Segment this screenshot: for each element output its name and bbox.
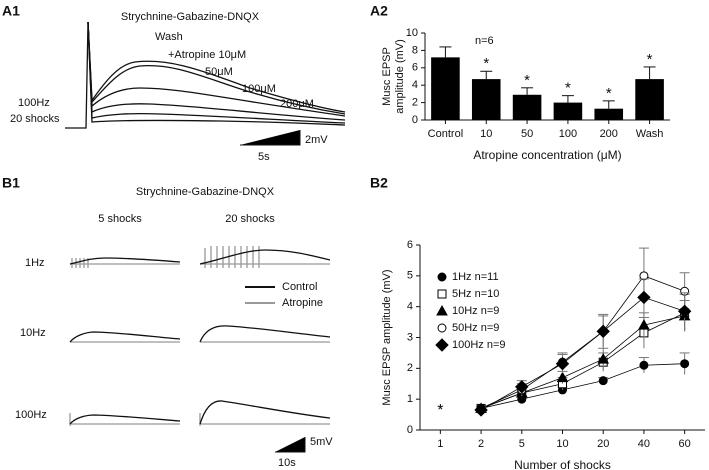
marker — [515, 380, 529, 394]
marker — [436, 304, 448, 316]
bar — [635, 79, 664, 120]
significance: * — [565, 80, 571, 97]
x-tick-label: 20 — [597, 438, 609, 450]
bar — [431, 57, 460, 120]
marker — [437, 323, 447, 333]
x-tick-label: 50 — [521, 128, 533, 140]
x-tick-label: Control — [428, 128, 463, 140]
marker — [437, 289, 447, 299]
x-tick-label: 10 — [480, 128, 492, 140]
row-label: 10Hz — [20, 327, 46, 339]
marker — [598, 376, 608, 386]
significance: * — [483, 55, 489, 72]
x-tick-label: 200 — [600, 128, 618, 140]
scale-label: 5mV — [310, 436, 333, 448]
series-line — [480, 312, 685, 409]
y-axis-label: amplitude (mV) — [394, 39, 406, 114]
legend-label: 50Hz n=9 — [452, 322, 499, 334]
y-tick-label: 2 — [412, 97, 418, 109]
trace-label: 50μM — [205, 66, 233, 78]
panel-label: A2 — [370, 3, 388, 19]
legend-label: 1Hz n=11 — [452, 271, 499, 283]
y-tick-label: 0 — [407, 424, 413, 436]
y-tick-label: 10 — [406, 27, 418, 39]
marker — [639, 360, 649, 370]
series-line — [480, 296, 685, 411]
bar — [512, 94, 542, 120]
y-tick-label: 8 — [412, 44, 418, 56]
column-label: 5 shocks — [98, 213, 142, 225]
series-line — [480, 363, 685, 409]
marker — [596, 324, 610, 339]
x-tick-label: 10 — [556, 438, 568, 450]
bar — [553, 102, 583, 120]
marker — [680, 359, 690, 369]
row-label: 100Hz — [15, 409, 47, 421]
marker — [474, 403, 488, 417]
legend-label: 10Hz n=9 — [452, 305, 499, 317]
marker — [637, 290, 651, 305]
marker — [435, 338, 449, 352]
x-tick-label: 1 — [437, 438, 443, 450]
scale-label: 2mV — [305, 134, 328, 146]
legend-label: Control — [282, 281, 317, 293]
b1-title: Strychnine-Gabazine-DNQX — [136, 186, 275, 198]
y-tick-label: 6 — [412, 62, 418, 74]
x-axis-label: Number of shocks — [514, 458, 611, 470]
annotation: n=6 — [475, 35, 494, 47]
marker — [437, 272, 447, 282]
marker — [556, 371, 569, 383]
trace-label: 200μM — [280, 98, 314, 110]
x-tick-label: 40 — [638, 438, 650, 450]
significance: * — [606, 85, 612, 102]
significance: * — [524, 72, 530, 89]
x-tick-label: 60 — [679, 438, 691, 450]
marker — [677, 304, 692, 318]
series-line — [480, 315, 685, 409]
y-tick-label: 2 — [407, 362, 413, 374]
y-tick-label: 3 — [407, 331, 413, 343]
stim-label: 100Hz — [18, 97, 50, 109]
trace-label: +Atropine 10μM — [168, 49, 246, 61]
panel-label: B2 — [370, 175, 388, 191]
x-axis-label: Atropine concentration (μM) — [473, 148, 621, 162]
y-tick-label: 4 — [412, 79, 418, 91]
b1-traces — [69, 246, 331, 453]
significance: * — [647, 51, 653, 68]
x-tick-label: 100 — [559, 128, 577, 140]
y-axis-label: Musc EPSP amplitude (mV) — [381, 269, 393, 405]
trace-label: Wash — [155, 31, 183, 43]
y-axis-label: Musc EPSP — [381, 47, 393, 106]
a1-traces — [65, 21, 346, 146]
column-label: 20 shocks — [225, 213, 275, 225]
baseline-marker: * — [437, 402, 443, 419]
legend-label: Atropine — [282, 297, 323, 309]
legend-label: 5Hz n=10 — [452, 288, 499, 300]
x-tick-label: 5 — [519, 438, 525, 450]
trace-label: Strychnine-Gabazine-DNQX — [121, 11, 260, 23]
panel-label: B1 — [2, 175, 20, 191]
scale-label: 5s — [258, 151, 270, 163]
panel-label: A1 — [2, 3, 20, 19]
bar — [594, 108, 624, 120]
legend-label: 100Hz n=9 — [452, 339, 506, 351]
x-tick-label: Wash — [636, 128, 664, 140]
x-tick-label: 2 — [478, 438, 484, 450]
scale-label: 10s — [278, 457, 296, 469]
y-tick-label: 5 — [407, 270, 413, 282]
marker — [638, 319, 650, 330]
row-label: 1Hz — [25, 257, 45, 269]
y-tick-label: 4 — [407, 301, 413, 313]
y-tick-label: 6 — [407, 239, 413, 251]
bar — [471, 79, 501, 120]
trace-label: 100μM — [242, 83, 276, 95]
stim-label: 20 shocks — [10, 113, 60, 125]
marker — [597, 353, 610, 364]
marker — [555, 357, 570, 371]
y-tick-label: 1 — [407, 393, 413, 405]
series-line — [480, 275, 685, 409]
y-tick-label: 0 — [412, 114, 418, 126]
